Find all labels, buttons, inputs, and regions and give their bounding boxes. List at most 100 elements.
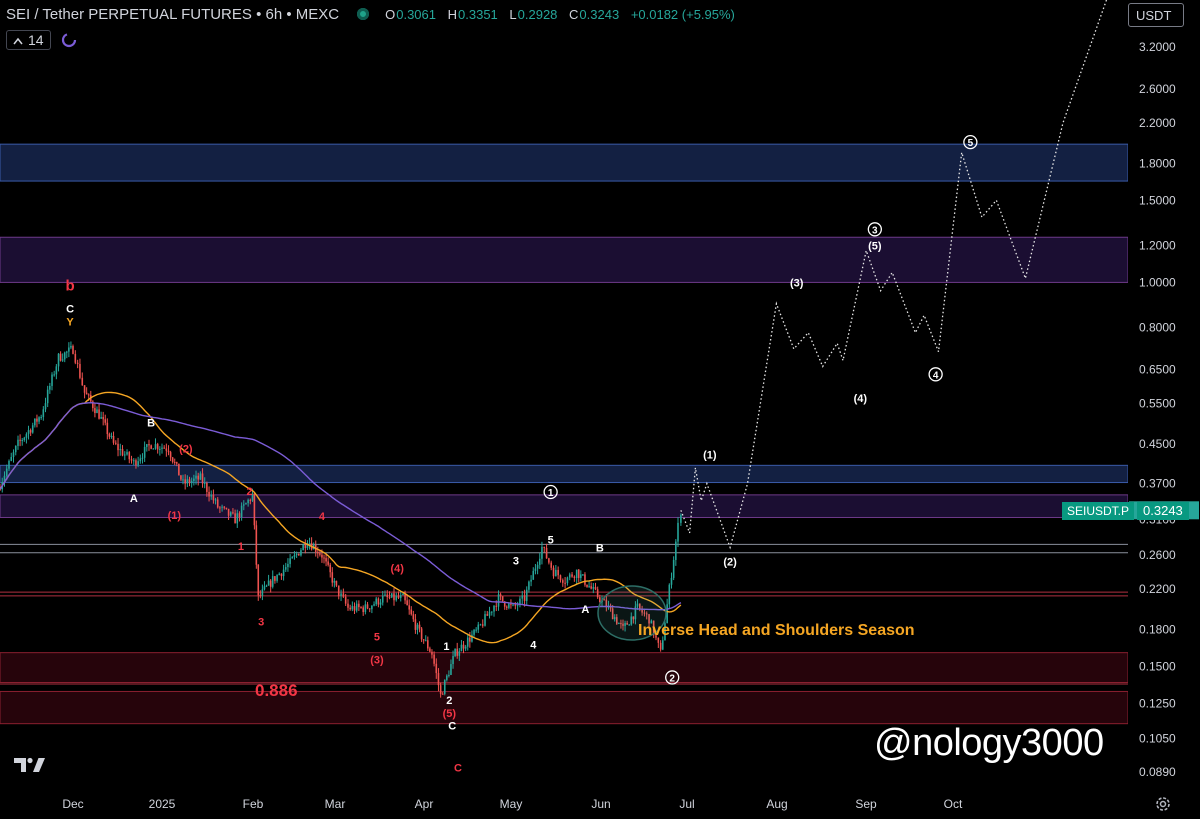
candle-body bbox=[386, 594, 389, 598]
candle-body bbox=[335, 580, 338, 586]
wave-label-circle bbox=[963, 134, 978, 150]
candle-body bbox=[291, 557, 294, 559]
candle-body bbox=[550, 562, 553, 568]
price-zone-red bbox=[0, 652, 1129, 683]
candle-body bbox=[8, 460, 10, 469]
candle-body bbox=[525, 589, 528, 601]
candle-body bbox=[265, 585, 268, 587]
candle-body bbox=[462, 644, 465, 649]
wave-label: (1) bbox=[168, 510, 182, 522]
candle-body bbox=[59, 353, 62, 361]
candle-body bbox=[106, 422, 109, 435]
candle-body bbox=[156, 444, 159, 450]
currency-selector[interactable]: USDT bbox=[1128, 3, 1184, 27]
candle-body bbox=[564, 582, 566, 584]
tradingview-logo-icon[interactable] bbox=[14, 756, 46, 772]
candle-body bbox=[573, 576, 576, 579]
candle-body bbox=[351, 606, 354, 610]
candle-body bbox=[371, 605, 373, 610]
candle-body bbox=[395, 596, 398, 601]
candle-body bbox=[325, 558, 327, 562]
candle-body bbox=[274, 576, 276, 581]
candle-body bbox=[645, 613, 648, 615]
wave-label: 4 bbox=[933, 370, 939, 381]
candle-body bbox=[119, 448, 122, 451]
candle-body bbox=[397, 596, 400, 598]
candle-body bbox=[163, 447, 165, 449]
indicator-toggle-button[interactable]: 14 bbox=[6, 30, 51, 50]
candle-body bbox=[261, 589, 264, 596]
loading-spinner-icon bbox=[61, 32, 76, 48]
settings-gear-icon[interactable] bbox=[1154, 795, 1172, 813]
ohlc-readout: O0.3061 H0.3351 L0.2928 C0.3243 +0.0182 … bbox=[385, 6, 735, 22]
candle-body bbox=[340, 593, 342, 596]
candle-body bbox=[424, 640, 427, 642]
candle-body bbox=[203, 482, 206, 484]
candle-body bbox=[46, 389, 49, 404]
candle-body bbox=[165, 448, 168, 451]
candle-body bbox=[114, 442, 117, 444]
candle-body bbox=[528, 581, 530, 590]
candle-body bbox=[199, 473, 202, 480]
candle-body bbox=[643, 612, 646, 614]
candle-body bbox=[306, 544, 309, 549]
candle-body bbox=[253, 493, 256, 526]
wave-label: 2 bbox=[446, 695, 452, 707]
candle-body bbox=[519, 598, 521, 606]
candle-body bbox=[159, 448, 161, 450]
candle-body bbox=[393, 593, 395, 601]
x-tick-label: Dec bbox=[62, 797, 83, 811]
candle-body bbox=[188, 479, 191, 484]
candle-body bbox=[435, 663, 438, 674]
y-tick-label: 0.2200 bbox=[1139, 582, 1176, 596]
candle-body bbox=[79, 363, 81, 378]
symbol-title[interactable]: SEI / Tether PERPETUAL FUTURES • 6h • ME… bbox=[6, 5, 340, 23]
x-tick-label: Apr bbox=[415, 797, 434, 811]
candle-body bbox=[146, 444, 148, 447]
candle-body bbox=[534, 568, 537, 571]
candle-body bbox=[180, 475, 182, 480]
y-tick-label: 2.6000 bbox=[1139, 82, 1176, 96]
candle-body bbox=[532, 570, 535, 580]
candle-body bbox=[53, 374, 55, 376]
candle-body bbox=[208, 491, 210, 497]
candle-body bbox=[433, 654, 435, 664]
indicator-row: 14 bbox=[6, 30, 77, 50]
candle-body bbox=[221, 506, 223, 508]
moving-average-slow bbox=[0, 401, 682, 611]
candle-body bbox=[596, 589, 599, 598]
candle-body bbox=[561, 580, 564, 583]
candle-body bbox=[154, 444, 157, 449]
candle-body bbox=[406, 600, 408, 606]
candle-body bbox=[364, 604, 367, 613]
candle-body bbox=[437, 673, 440, 686]
candle-body bbox=[5, 468, 8, 476]
candle-body bbox=[662, 640, 664, 650]
candle-body bbox=[29, 430, 32, 433]
candle-body bbox=[255, 525, 258, 565]
time-axis[interactable] bbox=[0, 790, 1128, 819]
candle-body bbox=[677, 522, 679, 542]
candle-body bbox=[44, 403, 47, 410]
candle-body bbox=[92, 401, 94, 409]
candle-body bbox=[229, 512, 232, 516]
candle-body bbox=[287, 563, 289, 568]
candle-body bbox=[70, 346, 72, 348]
candle-body bbox=[454, 648, 456, 657]
indicator-value: 14 bbox=[28, 32, 44, 48]
candle-body bbox=[568, 574, 571, 578]
candle-body bbox=[605, 599, 608, 608]
price-zone-blue bbox=[0, 143, 1129, 182]
candle-body bbox=[126, 452, 128, 455]
candle-body bbox=[297, 553, 300, 556]
candle-body bbox=[422, 639, 425, 641]
candle-body bbox=[399, 595, 402, 598]
candle-body bbox=[206, 482, 208, 492]
candle-body bbox=[51, 374, 53, 386]
candle-body bbox=[210, 494, 213, 497]
candle-body bbox=[530, 579, 532, 582]
price-axis[interactable] bbox=[1128, 0, 1200, 819]
candle-body bbox=[659, 642, 662, 650]
candle-body bbox=[276, 575, 278, 581]
